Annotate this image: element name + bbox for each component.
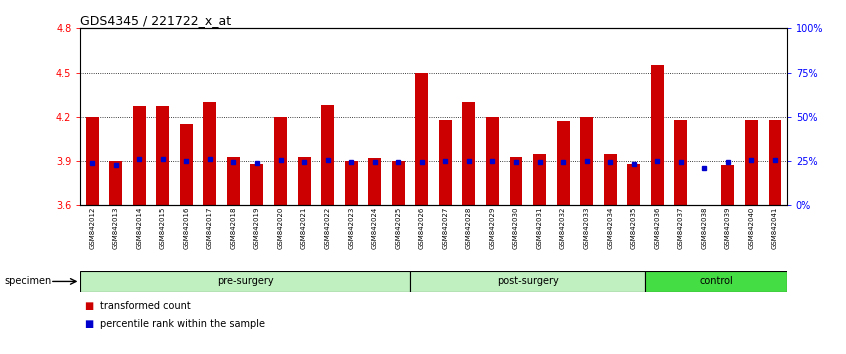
Text: transformed count: transformed count [100, 301, 190, 311]
Text: percentile rank within the sample: percentile rank within the sample [100, 319, 265, 329]
Bar [157, 107, 169, 205]
Bar [85, 117, 99, 205]
Bar [180, 124, 193, 205]
Bar [604, 154, 617, 205]
Bar [651, 65, 664, 205]
Bar [133, 107, 146, 205]
Bar [392, 161, 404, 205]
Bar [250, 164, 263, 205]
Bar [439, 120, 452, 205]
Text: post-surgery: post-surgery [497, 276, 558, 286]
Bar [368, 158, 382, 205]
Text: GDS4345 / 221722_x_at: GDS4345 / 221722_x_at [80, 14, 232, 27]
Bar [768, 120, 782, 205]
Text: pre-surgery: pre-surgery [217, 276, 273, 286]
Bar [722, 166, 734, 205]
Bar [274, 117, 287, 205]
Text: control: control [700, 276, 733, 286]
Bar [533, 154, 546, 205]
Bar [344, 161, 358, 205]
Bar [745, 120, 758, 205]
Bar [203, 102, 217, 205]
Bar [627, 164, 640, 205]
Text: specimen: specimen [4, 276, 52, 286]
Bar [321, 105, 334, 205]
Text: ■: ■ [85, 319, 94, 329]
Bar [580, 117, 593, 205]
Bar [298, 156, 310, 205]
Bar [415, 73, 428, 205]
Bar [80, 271, 410, 292]
Bar [486, 117, 499, 205]
Bar [509, 156, 523, 205]
Bar [557, 121, 569, 205]
Bar [109, 161, 122, 205]
Bar [645, 271, 787, 292]
Bar [674, 120, 687, 205]
Text: ■: ■ [85, 301, 94, 311]
Bar [463, 102, 475, 205]
Bar [410, 271, 645, 292]
Bar [227, 156, 240, 205]
